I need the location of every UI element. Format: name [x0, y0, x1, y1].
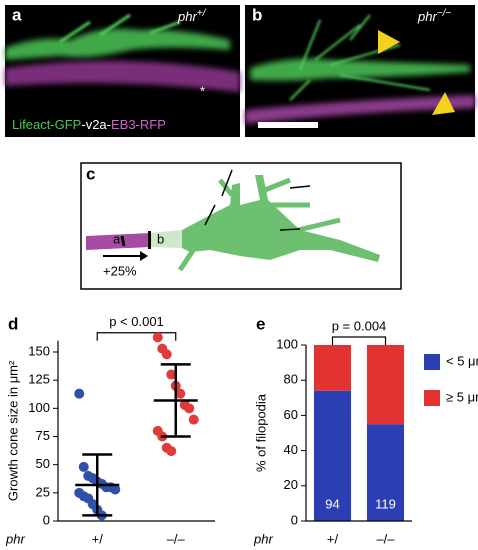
y-tick-label: 100: [276, 336, 298, 351]
y-tick-label: 75: [36, 428, 50, 443]
filopodia: [59, 13, 181, 44]
panel-label: a: [12, 5, 22, 24]
axon-shaft: [86, 233, 150, 250]
y-label: % of filopodia: [253, 393, 268, 472]
panel-label: c: [86, 164, 95, 183]
marker-b: b: [157, 231, 164, 246]
y-tick-label: 125: [28, 372, 50, 387]
y-tick-label: 150: [28, 343, 50, 358]
y-tick-label: 20: [284, 477, 298, 492]
panel-label: b: [252, 5, 262, 24]
data-point: [74, 388, 85, 399]
data-point: [152, 332, 163, 343]
gfp-signal: [5, 28, 230, 60]
count-label: 119: [375, 496, 396, 511]
genotype: phr−/−: [417, 8, 451, 25]
y-tick-label: 0: [291, 512, 298, 527]
y-tick-label: 40: [284, 442, 298, 457]
y-label: Growth cone size in μm²: [5, 360, 20, 501]
asterisk: *: [200, 83, 205, 98]
y-tick-label: 100: [28, 400, 50, 415]
error-bar: [160, 363, 191, 438]
marker-line: [120, 235, 126, 247]
panel-c: c a b +25%: [80, 162, 402, 290]
panel-b: b phr−/−: [245, 5, 475, 137]
shift-label: +25%: [103, 263, 137, 278]
x-label: phr: [253, 531, 273, 546]
bar-segment: [366, 345, 405, 425]
x-tick-label: +/: [327, 531, 339, 546]
legend-swatch: [424, 354, 440, 370]
scale-bar: [258, 122, 318, 128]
gfp-signal: [250, 58, 470, 81]
x-tick-label: +/: [92, 531, 104, 546]
y-tick-label: 25: [36, 484, 50, 499]
genotype: phr+/: [177, 8, 207, 25]
x-tick-label: –/–: [167, 531, 186, 546]
x-label: phr: [5, 531, 25, 546]
data-point: [188, 414, 199, 425]
significance-bracket: [331, 336, 387, 345]
growth-cone-base: [150, 230, 182, 248]
bar-segment: [313, 345, 352, 391]
data-point: [166, 369, 177, 380]
error-bar: [82, 453, 113, 517]
data-point: [110, 484, 121, 495]
arrowhead: [378, 30, 400, 54]
marker-line: [148, 231, 151, 249]
data-point: [166, 446, 177, 457]
y-tick-label: 0: [43, 512, 50, 527]
panel-e: 0 20 40 60 80 100 +/ –/– phr % of filopodia e p = 0…: [253, 314, 478, 546]
data-point: [175, 388, 186, 399]
filopodia: [289, 14, 431, 101]
growth-cone: [182, 175, 380, 262]
legend-swatch: [424, 390, 440, 406]
count-label: 94: [325, 496, 339, 511]
panel-d: 0 25 50 75 100 125 150 +/ –/– phr Growth cone size…: [5, 314, 215, 546]
panel-a: a phr+/ * Lifeact-GFP-v2a-EB3-RFP: [5, 5, 240, 137]
p-value: p = 0.004: [332, 318, 387, 333]
data-point: [78, 461, 89, 472]
y-tick-label: 50: [36, 456, 50, 471]
panel-label: e: [256, 314, 265, 333]
legend-label: ≥ 5 μm: [446, 389, 478, 404]
arrowhead: [432, 92, 455, 115]
legend-label: < 5 μm: [446, 353, 478, 368]
y-tick-label: 60: [284, 407, 298, 422]
panel-label: d: [8, 314, 18, 333]
caption: Lifeact-GFP-v2a-EB3-RFP: [12, 117, 166, 132]
significance-bracket: [96, 332, 177, 341]
arrowhead: [140, 251, 148, 261]
x-tick-label: –/–: [376, 531, 395, 546]
bar-segment: [366, 424, 405, 521]
filopodia-lines: [204, 169, 311, 231]
data-point: [161, 349, 172, 360]
p-value: p < 0.001: [109, 314, 164, 329]
y-tick-label: 80: [284, 372, 298, 387]
rfp-signal: [5, 60, 240, 92]
data-point: [184, 403, 195, 414]
bar-segment: [313, 390, 352, 521]
marker-a: a: [113, 231, 121, 246]
rfp-signal: [245, 95, 475, 124]
